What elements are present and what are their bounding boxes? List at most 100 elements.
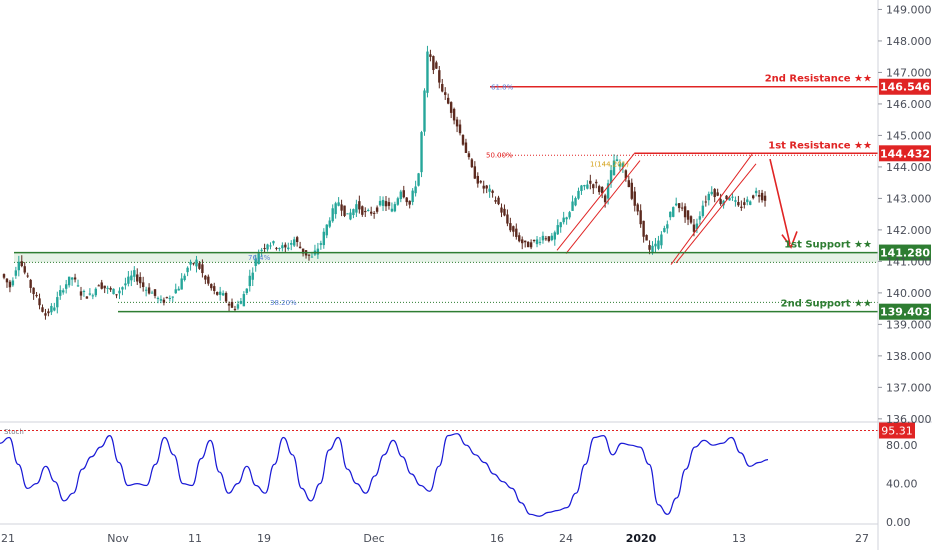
x-tick-label: 11 xyxy=(188,532,202,545)
candle-body xyxy=(76,285,80,287)
price-axis[interactable]: 149.000 148.000 147.000 146.000 145.000 144.0… xyxy=(877,0,932,550)
candle-body xyxy=(683,206,687,218)
channel-line xyxy=(670,154,753,265)
candle-body xyxy=(399,191,403,200)
candle-body xyxy=(361,206,364,215)
candle-body xyxy=(298,246,302,249)
y-tick-label: 146.000 xyxy=(886,98,932,111)
candle-body xyxy=(556,225,559,235)
candle-body xyxy=(704,201,708,203)
candle-body xyxy=(494,200,497,202)
candle-body xyxy=(526,241,530,248)
candle-body xyxy=(198,263,201,269)
candle-body xyxy=(245,288,249,293)
candle-body xyxy=(725,195,728,200)
time-axis[interactable]: 21 Nov 11 19 Dec 16 24 2020 13 27 xyxy=(0,523,878,545)
candle-body xyxy=(408,200,411,205)
candle-body xyxy=(310,256,314,258)
candle-body xyxy=(287,247,290,250)
candle-body xyxy=(248,275,251,287)
candle-body xyxy=(162,299,166,303)
candle-body xyxy=(183,275,186,280)
level-name: 1st Resistance ★★ xyxy=(768,140,872,151)
candle-body xyxy=(580,185,583,191)
candle-body xyxy=(751,195,755,199)
candle-body xyxy=(109,288,112,290)
channel-line xyxy=(556,152,636,251)
candle-body xyxy=(627,180,631,188)
down-arrow-head xyxy=(781,231,798,249)
candle-body xyxy=(168,297,172,299)
candle-body xyxy=(550,235,554,241)
candle-body xyxy=(749,201,752,205)
candle-body xyxy=(346,213,349,215)
candle-body xyxy=(562,217,565,223)
candle-body xyxy=(482,185,485,189)
candle-body xyxy=(444,92,447,95)
candle-body xyxy=(290,243,293,245)
candle-body xyxy=(701,205,705,216)
candle-body xyxy=(266,244,269,250)
candle-body xyxy=(82,291,86,293)
candle-body xyxy=(257,253,260,265)
x-tick-label: Nov xyxy=(107,532,129,545)
level-name: 2nd Resistance ★★ xyxy=(765,74,872,85)
candle-body xyxy=(544,238,548,240)
candle-body xyxy=(23,266,26,273)
candle-body xyxy=(589,180,592,184)
candle-body xyxy=(62,290,65,293)
candle-body xyxy=(577,190,580,199)
channel-line xyxy=(675,163,757,264)
candle-body xyxy=(213,286,216,291)
candle-body xyxy=(263,248,266,250)
y-tick-label: 141.000 xyxy=(886,255,932,268)
candle-body xyxy=(32,287,35,295)
candle-body xyxy=(50,305,53,313)
candle-body xyxy=(680,207,684,209)
level-price-tag xyxy=(879,145,931,162)
candle-body xyxy=(663,228,666,233)
candle-body xyxy=(384,201,388,207)
candle-body xyxy=(547,236,551,242)
candle-body xyxy=(186,267,189,273)
candle-body xyxy=(358,201,361,210)
candle-body xyxy=(174,289,177,294)
candle-body xyxy=(574,198,577,206)
level-price-label: 144.432 xyxy=(880,147,930,160)
candle-body xyxy=(467,153,471,158)
y-tick-label: 140.000 xyxy=(886,287,932,300)
candle-body xyxy=(307,254,311,256)
candle-body xyxy=(372,212,376,214)
y-tick-label: 145.000 xyxy=(886,129,932,142)
candle-body xyxy=(630,182,633,199)
candle-body xyxy=(713,189,716,198)
candle-body xyxy=(284,244,287,248)
candle-body xyxy=(189,262,192,265)
candle-body xyxy=(328,220,331,227)
candle-body xyxy=(349,212,352,220)
candle-body xyxy=(64,284,68,289)
candle-body xyxy=(79,291,83,296)
candle-body xyxy=(355,204,358,213)
candle-body xyxy=(686,210,690,220)
candle-body xyxy=(754,190,758,194)
candle-body xyxy=(621,163,625,168)
candle-body xyxy=(210,284,213,289)
stoch-y-tick: 0.00 xyxy=(886,516,911,529)
candle-body xyxy=(666,224,669,229)
candle-body xyxy=(316,248,320,255)
candle-body xyxy=(518,235,521,242)
candle-body xyxy=(260,249,263,251)
candle-body xyxy=(221,293,225,296)
candle-body xyxy=(272,241,275,244)
channel-line xyxy=(565,160,641,254)
candle-body xyxy=(91,295,95,297)
candle-body xyxy=(402,190,405,198)
y-tick-label: 139.000 xyxy=(886,318,932,331)
candle-body xyxy=(476,175,479,184)
candle-body xyxy=(94,288,97,296)
candle-body xyxy=(449,102,453,113)
candle-body xyxy=(195,259,198,267)
candle-body xyxy=(322,231,326,246)
candle-body xyxy=(67,276,71,286)
